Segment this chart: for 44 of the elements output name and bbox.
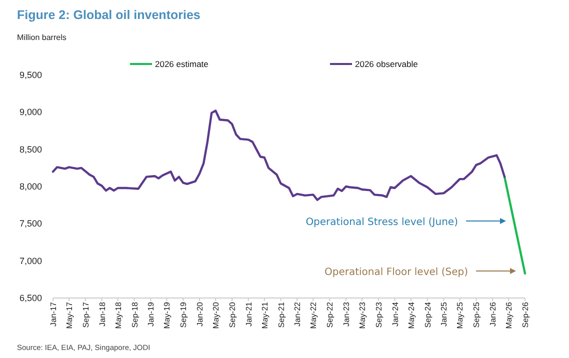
x-tick-label: May-25	[456, 301, 465, 329]
x-tick-label: May-21	[260, 301, 270, 329]
x-tick-label: Jan-22	[293, 301, 302, 326]
x-tick-label: May-19	[162, 301, 172, 329]
x-tick-label: Sep-19	[179, 301, 188, 328]
x-tick-label: May-23	[358, 301, 368, 329]
x-tick-label: Jan-26	[488, 301, 498, 326]
line-series	[52, 110, 506, 201]
x-tick-label: May-17	[65, 301, 74, 329]
x-tick-label: May-20	[212, 301, 221, 329]
y-tick-label: 7,500	[19, 218, 42, 229]
x-tick-label: Jan-19	[146, 301, 156, 326]
x-tick-label: Sep-23	[374, 301, 384, 328]
y-axis-title: Million barrels	[17, 33, 66, 42]
x-tick-label: Sep-24	[423, 301, 432, 328]
x-tick-label: Sep-22	[326, 301, 335, 328]
x-tick-label: Sep-25	[472, 301, 482, 328]
x-tick-label: May-26	[504, 301, 514, 329]
x-tick-label: Sep-18	[130, 301, 140, 328]
x-tick-label: Jan-17	[49, 301, 58, 326]
legend-label: 2026 estimate	[155, 59, 209, 69]
y-tick-label: 6,500	[19, 293, 42, 303]
x-tick-label: Sep-21	[276, 301, 286, 328]
x-tick-label: Jan-20	[195, 301, 204, 326]
x-tick-label: Sep-26	[521, 301, 530, 328]
chart-title: Figure 2: Global oil inventories	[17, 8, 200, 22]
x-tick-label: Sep-17	[81, 301, 90, 328]
y-tick-label: 7,000	[19, 256, 42, 266]
x-tick-label: Jan-18	[98, 301, 107, 326]
x-tick-label: Jan-25	[440, 301, 449, 326]
annotation: Operational Floor level (Sep)	[324, 267, 468, 278]
x-tick-label: Sep-20	[228, 301, 238, 328]
y-tick-label: 9,000	[19, 107, 42, 118]
x-tick-label: May-22	[309, 301, 318, 329]
x-tick-label: May-18	[114, 301, 123, 329]
x-tick-label: Jan-23	[342, 301, 351, 326]
x-tick-label: Jan-21	[244, 301, 254, 326]
y-tick-label: 8,500	[19, 144, 42, 154]
x-tick-label: Jan-24	[390, 301, 400, 326]
y-tick-label: 9,500	[19, 70, 42, 80]
y-tick-label: 8,000	[19, 182, 42, 192]
x-tick-label: May-24	[406, 301, 416, 329]
annotation: Operational Stress level (June)	[306, 217, 458, 228]
legend-label: 2026 observable	[355, 59, 418, 69]
